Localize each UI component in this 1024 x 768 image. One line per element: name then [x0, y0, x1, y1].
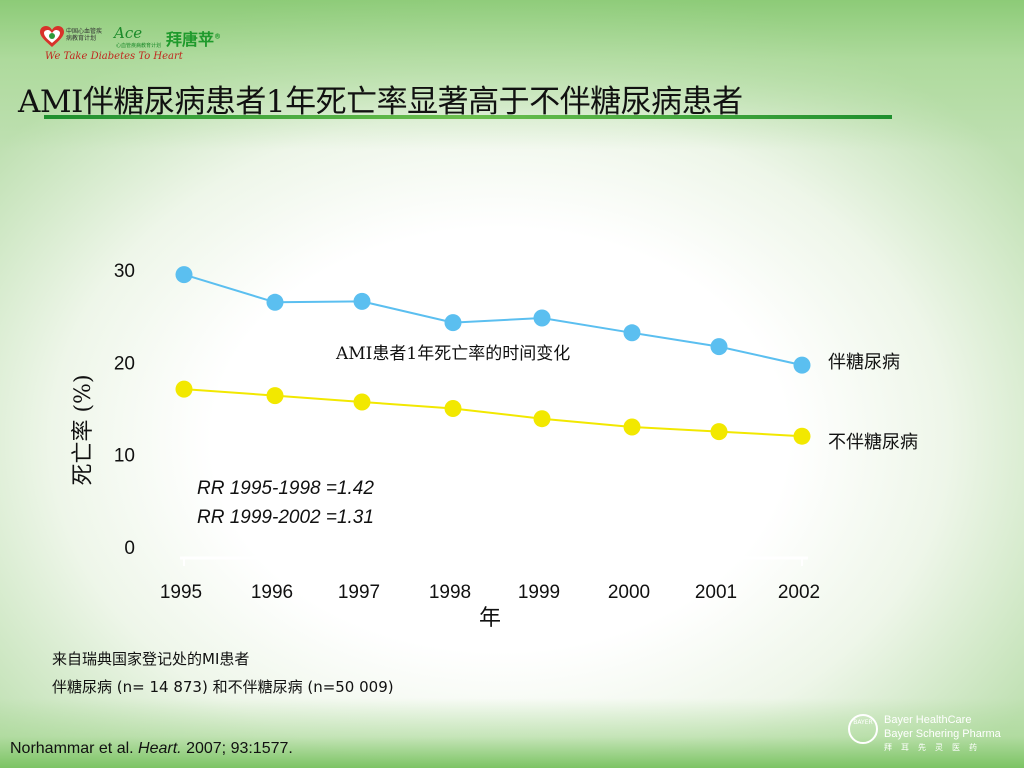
slide-title: AMI伴糖尿病患者1年死亡率显著高于不伴糖尿病患者 [18, 84, 743, 120]
citation-authors: Norhammar et al. [10, 740, 134, 757]
data-point-1-2001 [710, 423, 728, 441]
data-point-0-1998 [444, 314, 462, 332]
y-axis-ticks: 0 10 20 30 [114, 261, 135, 559]
x-tick-label-1997: 1997 [338, 582, 380, 603]
y-tick-label-20: 20 [114, 353, 135, 374]
y-axis-title: 死亡率 (%) [71, 374, 96, 485]
bayer-cn: 拜耳先灵医药 [884, 743, 986, 752]
data-point-1-1999 [533, 410, 551, 428]
bayer-line1: Bayer HealthCare [884, 714, 972, 726]
data-point-1-1996 [266, 387, 284, 405]
data-point-0-1996 [266, 293, 284, 311]
data-point-0-1995 [175, 266, 193, 284]
x-tick-label-1995: 1995 [160, 582, 202, 603]
x-tick-label-2000: 2000 [608, 582, 650, 603]
ace-logo-subtitle: 心血管疾病教育计划 [116, 43, 162, 49]
data-point-0-2000 [623, 324, 641, 342]
title-underline [44, 115, 892, 119]
header-logos: 中国心血管疾病教育计划 Ace 心血管疾病教育计划 拜唐苹® We Take D… [40, 22, 240, 64]
x-tick-label-1999: 1999 [518, 582, 560, 603]
tagline: We Take Diabetes To Heart [45, 51, 183, 62]
x-tick-label-1998: 1998 [429, 582, 471, 603]
data-point-1-1995 [175, 380, 193, 398]
x-tick-label-1996: 1996 [251, 582, 293, 603]
series-label-diabetes: 伴糖尿病 [828, 352, 900, 373]
bayer-cross-icon: BAYER [848, 714, 878, 744]
data-point-1-2002 [793, 427, 811, 445]
x-axis-title: 年 [479, 606, 501, 631]
y-tick-label-10: 10 [114, 446, 135, 467]
y-tick-label-30: 30 [114, 261, 135, 282]
rr-annotation-1995-1998: RR 1995-1998 =1.42 [197, 478, 374, 499]
data-point-0-1997 [353, 292, 371, 310]
data-point-1-1997 [353, 393, 371, 411]
chart-title: AMI患者1年死亡率的时间变化 [335, 344, 570, 364]
data-point-1-1998 [444, 400, 462, 417]
source-note-line1: 来自瑞典国家登记处的MI患者 [52, 650, 250, 668]
series-line-0 [183, 273, 803, 367]
rr-annotation-1999-2002: RR 1999-2002 =1.31 [197, 507, 374, 528]
ace-logo: Ace [114, 24, 143, 42]
bayer-line2: Bayer Schering Pharma [884, 728, 1001, 740]
x-axis-ticks: 1995 1996 1997 1998 1999 2000 2001 2002 [160, 558, 820, 603]
citation: Norhammar et al. Heart. 2007; 93:1577. [10, 740, 293, 758]
data-point-0-2001 [710, 338, 728, 356]
header-band [0, 0, 1024, 150]
org-logo-text: 中国心血管疾病教育计划 [66, 28, 103, 42]
series-label-no-diabetes: 不伴糖尿病 [828, 432, 918, 453]
data-point-1-2000 [623, 418, 641, 436]
y-tick-label-0: 0 [124, 538, 135, 559]
series-line-1 [183, 388, 803, 438]
data-point-0-2002 [793, 356, 811, 374]
citation-details: 2007; 93:1577. [186, 740, 293, 757]
bayer-logo: BAYER Bayer HealthCare Bayer Schering Ph… [848, 712, 1018, 762]
x-tick-label-2002: 2002 [778, 582, 820, 603]
data-point-0-1999 [533, 309, 551, 327]
citation-journal: Heart. [138, 740, 182, 757]
heart-icon [40, 26, 64, 47]
chart-series [175, 266, 811, 445]
x-tick-label-2001: 2001 [695, 582, 737, 603]
source-note-line2: 伴糖尿病 (n= 14 873) 和不伴糖尿病 (n=50 009) [52, 678, 394, 696]
brand-logo: 拜唐苹® [166, 30, 222, 49]
